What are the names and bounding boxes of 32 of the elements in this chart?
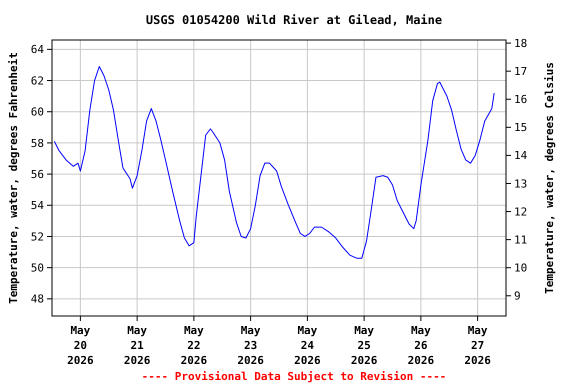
y2-tick-label: 11 [514, 233, 528, 246]
y-tick-label: 60 [30, 106, 44, 119]
y2-tick-label: 17 [514, 65, 528, 78]
x-tick-label: May 24 2026 [294, 324, 321, 367]
y2-axis-title: Temperature, water, degrees Celsius [543, 62, 556, 294]
y2-tick-label: 16 [514, 93, 528, 106]
y2-tick-label: 18 [514, 36, 528, 50]
y-tick-label: 58 [30, 136, 44, 150]
y-tick-label: 56 [30, 168, 44, 181]
x-tick-label: May 22 2026 [180, 324, 208, 367]
x-tick-label: May 27 2026 [464, 324, 492, 367]
y-tick-label: 62 [30, 74, 44, 88]
y2-tick-label: 9 [514, 290, 521, 303]
y2-tick-label: 10 [514, 262, 528, 275]
text: ---- Provisional Data Subject to Revision ---- [142, 370, 446, 383]
y-tick-label: 50 [30, 262, 44, 275]
y-tick-label: 48 [30, 292, 44, 306]
chart-title: USGS 01054200 Wild River at Gilead, Maine [146, 13, 442, 27]
y-tick-label: 64 [30, 43, 44, 56]
x-tick-label: May 20 2026 [67, 324, 94, 367]
y-tick-label: 52 [30, 230, 44, 244]
y2-tick-label: 12 [514, 205, 528, 218]
y2-tick-label: 15 [514, 121, 528, 134]
line-series [54, 66, 495, 259]
y-tick-label: 54 [30, 199, 44, 212]
x-tick-label: May 21 2026 [124, 324, 151, 367]
y2-tick-label: 13 [514, 177, 528, 190]
y2-tick-label: 14 [514, 149, 528, 162]
x-tick-label: May 26 2026 [408, 324, 434, 367]
y-axis-title: Temperature, water, degrees Fahrenheit [7, 52, 20, 304]
x-tick-label: May 25 2026 [350, 324, 378, 367]
x-tick-label: May 23 2026 [237, 324, 264, 367]
